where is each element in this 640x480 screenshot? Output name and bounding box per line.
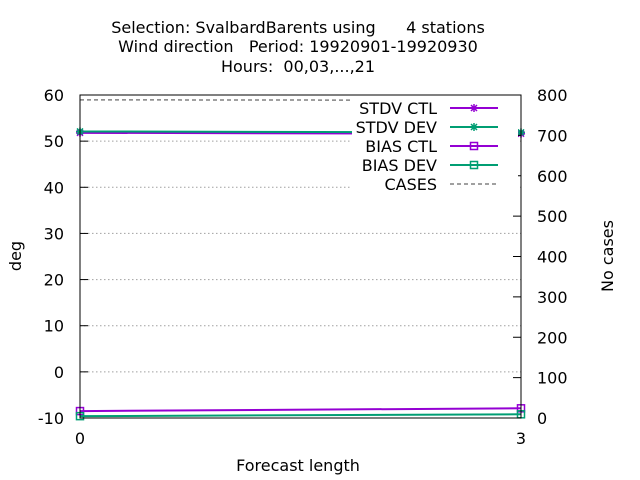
y-tick-label: 40 bbox=[44, 178, 64, 197]
y2-tick-label: 800 bbox=[537, 86, 568, 105]
legend-marker bbox=[469, 160, 479, 170]
title-line-1: Selection: SvalbardBarents using 4 stati… bbox=[111, 18, 485, 37]
y2-tick-label: 300 bbox=[537, 288, 568, 307]
series-line bbox=[79, 407, 522, 413]
legend-marker bbox=[470, 104, 478, 112]
y-axis-label: deg bbox=[6, 241, 25, 271]
legend-label: STDV CTL bbox=[359, 99, 437, 118]
y-tick-label: -10 bbox=[38, 409, 64, 428]
x-axis-label: Forecast length bbox=[236, 456, 360, 475]
legend-label: CASES bbox=[384, 175, 437, 194]
y2-axis-label: No cases bbox=[598, 220, 617, 292]
y2-tick-label: 500 bbox=[537, 207, 568, 226]
y2-tick-label: 600 bbox=[537, 167, 568, 186]
y2-tick-label: 400 bbox=[537, 248, 568, 267]
legend-item: STDV CTL bbox=[359, 99, 498, 118]
ticks: -100102030405060010020030040050060070080… bbox=[38, 86, 568, 448]
y-tick-label: 0 bbox=[54, 363, 64, 382]
legend-item: BIAS DEV bbox=[362, 156, 498, 175]
y2-tick-label: 100 bbox=[537, 369, 568, 388]
legend-item: STDV DEV bbox=[356, 118, 498, 137]
title-line-3: Hours: 00,03,...,21 bbox=[221, 57, 375, 76]
legend-label: STDV DEV bbox=[356, 118, 437, 137]
y2-tick-label: 700 bbox=[537, 126, 568, 145]
y2-tick-label: 200 bbox=[537, 328, 568, 347]
legend-marker bbox=[469, 141, 479, 151]
x-tick-label: 3 bbox=[516, 429, 526, 448]
y-tick-label: 60 bbox=[44, 86, 64, 105]
series-line bbox=[79, 413, 522, 418]
legend-item: BIAS CTL bbox=[365, 137, 498, 156]
legend-label: BIAS CTL bbox=[365, 137, 437, 156]
legend-item: CASES bbox=[384, 175, 498, 194]
legend-label: BIAS DEV bbox=[362, 156, 437, 175]
y-tick-label: 10 bbox=[44, 317, 64, 336]
y-tick-label: 50 bbox=[44, 132, 64, 151]
title-line-2: Wind direction Period: 19920901-19920930 bbox=[118, 37, 478, 56]
legend-marker bbox=[470, 123, 478, 131]
series-bias-ctl bbox=[75, 404, 526, 416]
y-tick-label: 30 bbox=[44, 224, 64, 243]
chart-title: Selection: SvalbardBarents using 4 stati… bbox=[111, 18, 485, 76]
grid bbox=[80, 140, 521, 373]
x-tick-label: 0 bbox=[75, 429, 85, 448]
y2-tick-label: 0 bbox=[537, 409, 547, 428]
y-tick-label: 20 bbox=[44, 271, 64, 290]
